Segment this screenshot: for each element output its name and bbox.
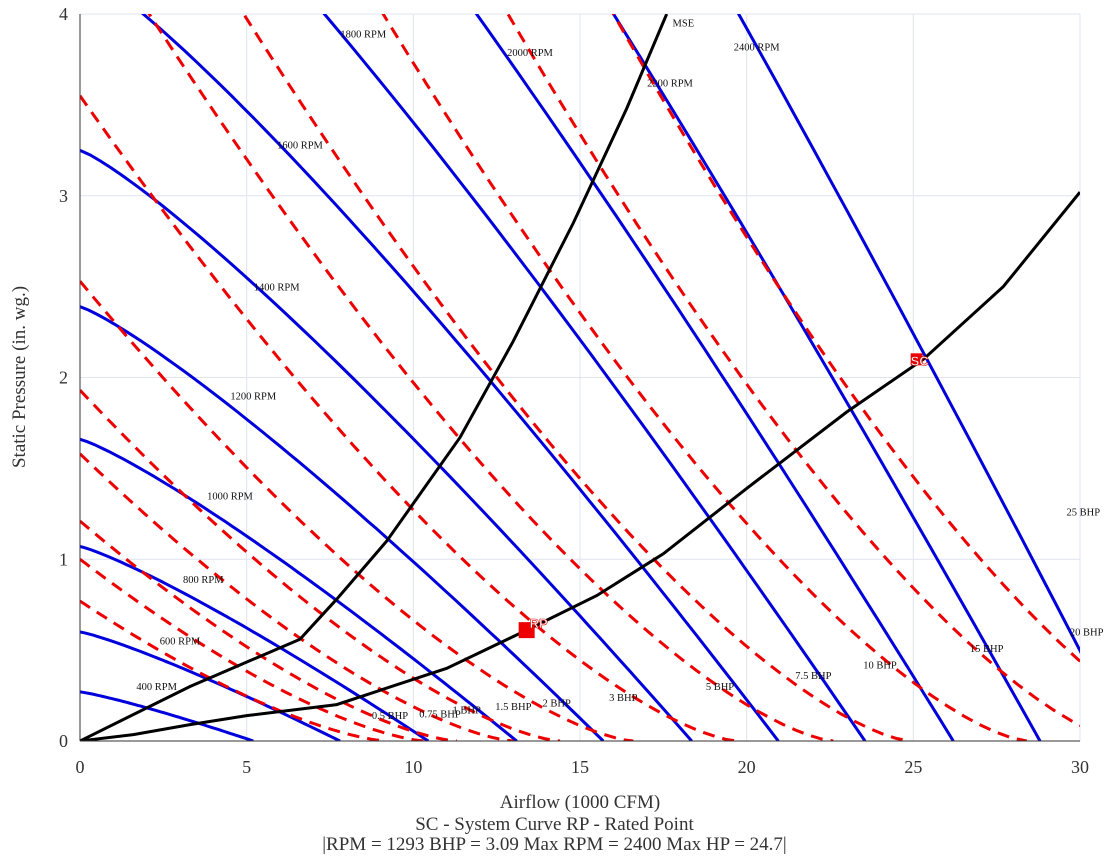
rpm-curve [611,14,1042,741]
x-tick-label: 10 [404,757,422,777]
footer-stats-line: |RPM = 1293 BHP = 3.09 Max RPM = 2400 Ma… [322,834,787,855]
mse-curve [80,14,669,741]
x-tick-label: 5 [242,757,251,777]
point-marker [518,622,535,639]
rpm-curve-label: 1800 RPM [340,30,386,41]
chart-footer: SC - System Curve RP - Rated Point |RPM … [0,815,1109,855]
rpm-curve [474,14,955,741]
rpm-curve-label: 2200 RPM [647,79,693,90]
bhp-curve-label: 1.5 BHP [495,702,531,713]
rpm-curve [322,14,867,741]
bhp-curve [80,452,514,741]
curve-labels: 400 RPM 600 RPM 800 RPM 1000 RPM 1200 RPM 140… [136,19,1103,722]
point-marker-label: RP [530,616,548,631]
point-marker [910,353,923,366]
bhp-curve [80,280,634,741]
y-tick-label: 0 [59,731,68,751]
bhp-curve-label: 0.75 BHP [419,709,461,720]
rpm-curve-label: 800 RPM [183,575,224,586]
bhp-curve-label: 20 BHP [1070,628,1104,639]
footer-legend-line: SC - System Curve RP - Rated Point [415,814,694,835]
bhp-curve [80,519,457,741]
bhp-curve-label: 1 BHP [453,706,481,717]
x-tick-label: 30 [1071,757,1089,777]
rpm-curve-label: 1600 RPM [277,140,323,151]
bhp-curve [80,558,426,741]
bhp-curve [147,14,834,741]
bhp-curve [80,599,387,741]
rpm-curve [80,148,693,741]
x-axis-title: Airflow (1000 CFM) [500,792,660,813]
bhp-curve-label: 5 BHP [706,682,734,693]
y-axis-title: Static Pressure (in. wg.) [9,286,30,468]
bhp-curve [381,14,1028,741]
bhp-curve [241,14,911,741]
rpm-curve-label: 2000 RPM [507,48,553,59]
rpm-curve-label: 1200 RPM [230,391,276,402]
rpm-curve [80,545,430,741]
y-tick-label: 4 [59,4,68,24]
bhp-curve [80,94,737,741]
rpm-curve [140,14,780,741]
x-tick-label: 25 [904,757,922,777]
rpm-curve-label: 1000 RPM [207,491,253,502]
y-tick-label: 2 [59,368,68,388]
point-marker-label: SC [911,353,930,368]
bhp-curve-label: 3 BHP [609,693,637,704]
bhp-curve-label: 2 BHP [543,698,571,709]
y-tick-label: 3 [59,186,68,206]
rpm-curve-label: 2400 RPM [734,42,780,53]
bhp-curve-label: 15 BHP [970,644,1004,655]
x-tick-label: 0 [76,757,85,777]
bhp-curve-label: 0.5 BHP [372,711,408,722]
rpm-curve [736,14,1080,654]
rpm-curve [80,437,518,741]
system-curve [80,191,1080,741]
bhp-curve [80,389,561,741]
rpm-curve [80,305,605,741]
bhp-curve [506,14,1080,727]
axes: 0 5 10 15 20 25 30 0 1 2 3 4 [59,4,1089,777]
y-tick-label: 1 [59,549,68,569]
rpm-curve-label: 400 RPM [136,682,177,693]
bhp-curve-label: 25 BHP [1067,508,1101,519]
point-markers: RP SC [518,353,930,639]
mse-curve-label: MSE [673,19,695,30]
bhp-curve [611,14,1080,664]
x-tick-label: 15 [571,757,589,777]
rpm-curve-label: 1400 RPM [254,282,300,293]
rpm-curve [80,630,341,741]
grid-lines [79,13,1081,742]
rpm-curve-label: 600 RPM [160,637,201,648]
rpm-curve [80,690,254,741]
bhp-curve-label: 10 BHP [863,660,897,671]
bhp-curve-label: 7.5 BHP [795,671,831,682]
curves-layer [80,14,1080,741]
x-tick-label: 20 [738,757,756,777]
